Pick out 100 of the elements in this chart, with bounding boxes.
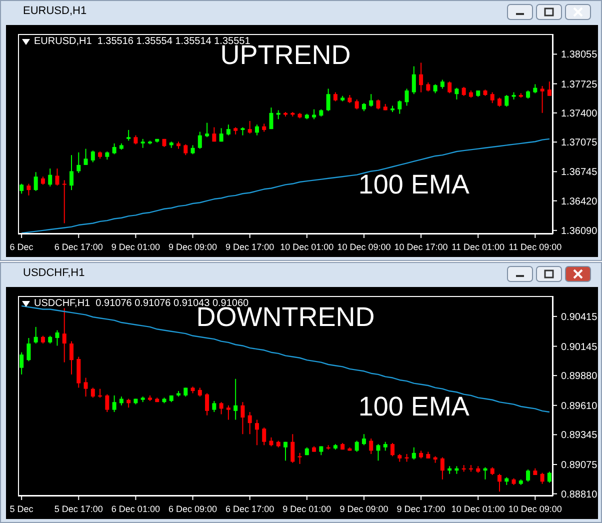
- candlestick: [84, 148, 88, 166]
- candlestick: [376, 98, 380, 110]
- x-tick-label: 5 Dec: [10, 504, 34, 514]
- x-tick-label: 10 Dec 09:00: [337, 242, 391, 252]
- candlestick: [62, 308, 66, 363]
- candlestick: [112, 394, 116, 413]
- candlestick: [234, 378, 238, 420]
- y-tick-label: 0.89610: [561, 400, 598, 412]
- candlestick: [240, 402, 245, 435]
- candlestick: [540, 472, 544, 484]
- candlestick: [112, 142, 116, 155]
- candlestick: [547, 81, 552, 96]
- candlestick: [76, 152, 81, 174]
- candlestick: [105, 394, 110, 413]
- candlestick: [55, 330, 60, 346]
- x-tick-label: 9 Dec 09:00: [340, 504, 388, 514]
- candlestick: [290, 434, 295, 464]
- y-tick-label: 0.89345: [561, 430, 598, 442]
- x-tick-label: 6 Dec 17:00: [54, 242, 103, 252]
- x-tick-label: 11 Dec 09:00: [508, 242, 562, 252]
- candlestick: [205, 122, 210, 138]
- candlestick: [70, 154, 74, 191]
- y-tick-label: 1.37725: [561, 79, 598, 90]
- candlestick: [26, 337, 31, 362]
- y-tick-label: 0.89075: [561, 460, 598, 472]
- candlestick: [412, 66, 416, 95]
- candlestick: [490, 92, 494, 104]
- candlestick: [419, 62, 424, 93]
- candlestick: [84, 377, 88, 398]
- x-tick-label: 9 Dec 17:00: [226, 242, 274, 252]
- series-label: 100 EMA: [358, 391, 470, 422]
- x-tick-label: 6 Dec: [10, 242, 34, 252]
- candlestick: [547, 471, 552, 484]
- series-label: 100 EMA: [358, 169, 470, 200]
- candlestick: [404, 88, 409, 106]
- candlestick: [20, 183, 24, 194]
- x-tick-label: 6 Dec 09:00: [168, 504, 218, 514]
- candlestick: [254, 419, 259, 446]
- x-tick-label: 9 Dec 17:00: [396, 504, 446, 514]
- candlestick: [184, 144, 188, 156]
- y-tick-label: 1.36745: [561, 167, 598, 178]
- x-tick-label: 9 Dec 01:00: [282, 504, 332, 514]
- candlestick: [526, 468, 530, 482]
- candlestick: [369, 438, 374, 455]
- candlestick: [34, 172, 38, 192]
- candlestick: [412, 446, 416, 460]
- candlestick: [540, 86, 544, 114]
- x-tick-label: 9 Dec 01:00: [111, 242, 160, 252]
- y-tick-label: 0.88810: [561, 489, 598, 500]
- x-tick-label: 9 Dec 09:00: [168, 242, 218, 252]
- candlestick: [504, 94, 509, 108]
- candlestick: [219, 128, 224, 142]
- candlestick: [390, 442, 395, 457]
- candlestick: [20, 352, 24, 375]
- candlestick: [90, 150, 95, 163]
- y-tick-label: 1.38055: [561, 50, 598, 61]
- candlestick: [298, 452, 302, 464]
- candlestick: [269, 107, 274, 130]
- x-tick-label: 10 Dec 09:00: [508, 504, 562, 514]
- candlestick: [454, 87, 459, 100]
- x-tick-label: 5 Dec 17:00: [54, 504, 103, 514]
- x-tick-label: 10 Dec 01:00: [280, 242, 334, 252]
- candlestick: [398, 100, 402, 114]
- candlestick: [198, 131, 202, 150]
- y-tick-label: 1.37400: [561, 108, 598, 120]
- candlestick: [70, 340, 74, 375]
- y-tick-label: 1.36090: [561, 226, 598, 237]
- chart-title: USDCHF,H1: [23, 267, 85, 279]
- candlestick: [312, 108, 316, 120]
- candlestick: [248, 412, 252, 435]
- chart-title: EURUSD,H1: [23, 5, 87, 17]
- y-tick-label: 0.90415: [561, 312, 598, 323]
- x-tick-label: 11 Dec 01:00: [452, 242, 505, 252]
- candlestick: [226, 124, 230, 136]
- candlestick: [483, 466, 488, 480]
- candlestick: [369, 94, 374, 108]
- candlestick: [354, 440, 359, 452]
- candlestick: [90, 387, 95, 398]
- candlestick: [55, 168, 60, 186]
- candlestick: [262, 426, 266, 446]
- candlestick: [219, 402, 224, 415]
- candlestick: [248, 120, 252, 134]
- candlestick: [34, 326, 38, 344]
- candlestick: [62, 180, 66, 224]
- candlestick: [126, 129, 131, 142]
- candlestick: [212, 126, 216, 142]
- candlestick: [26, 183, 31, 196]
- candlestick: [254, 124, 259, 136]
- candlestick: [226, 404, 230, 420]
- x-tick-label: 6 Dec 17:00: [226, 504, 274, 514]
- x-tick-label: 6 Dec 01:00: [111, 504, 160, 514]
- candlestick: [498, 473, 502, 492]
- y-tick-label: 1.36420: [561, 196, 598, 208]
- candlestick: [362, 434, 366, 446]
- candlestick: [376, 444, 380, 462]
- candlestick: [212, 400, 216, 413]
- candlestick: [205, 392, 210, 416]
- y-tick-label: 0.90145: [561, 342, 598, 353]
- x-tick-label: 10 Dec 17:00: [394, 242, 448, 252]
- candlestick: [326, 88, 330, 112]
